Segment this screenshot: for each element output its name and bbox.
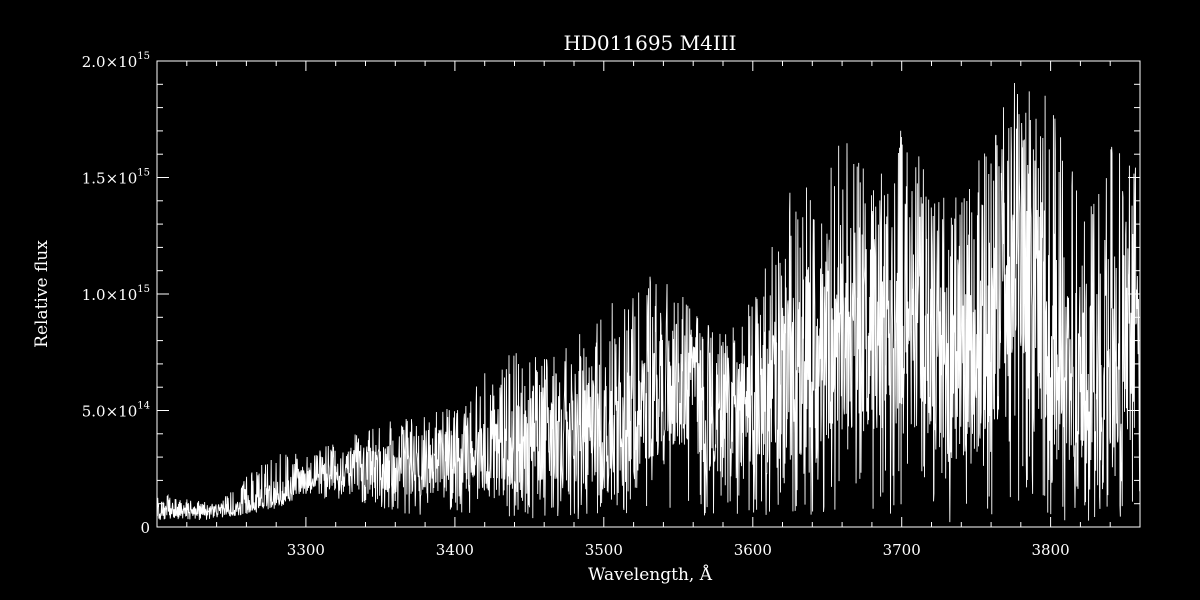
x-tick-label: 3700 — [883, 541, 921, 559]
y-tick-label: 0 — [140, 519, 150, 537]
y-tick-label: 2.0×1015 — [82, 51, 150, 71]
x-tick-label: 3400 — [436, 541, 474, 559]
spectrum-series — [156, 82, 1141, 523]
plot-frame — [156, 60, 1141, 528]
y-tick-label: 5.0×1014 — [82, 401, 150, 421]
x-tick-label: 3800 — [1032, 541, 1070, 559]
y-axis-label: Relative flux — [32, 240, 52, 348]
x-axis-ticks: 3300 3400 3500 3600 3700 3800 — [156, 61, 1141, 559]
x-tick-label: 3600 — [734, 541, 772, 559]
chart-title: HD011695 M4III — [563, 31, 736, 55]
y-tick-label: 1.5×1015 — [82, 168, 150, 188]
spectrum-line — [156, 82, 1141, 523]
x-tick-label: 3300 — [287, 541, 325, 559]
x-axis-label: Wavelength, Å — [588, 564, 713, 585]
x-tick-label: 3500 — [585, 541, 623, 559]
y-tick-label: 1.0×1015 — [82, 284, 150, 304]
